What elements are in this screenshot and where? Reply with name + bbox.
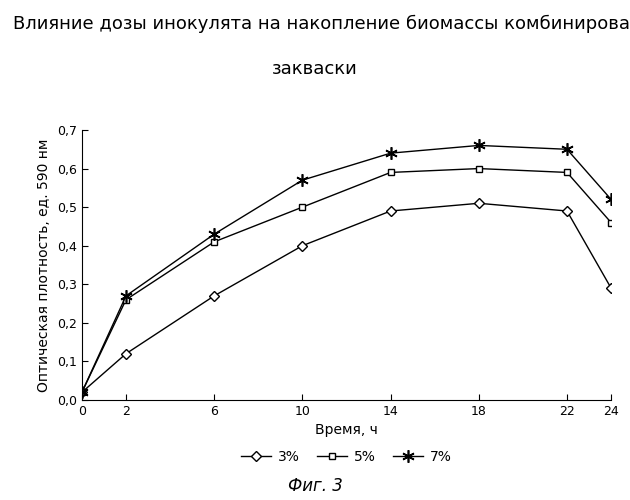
- Line: 5%: 5%: [78, 165, 615, 396]
- Line: 3%: 3%: [78, 200, 615, 396]
- 3%: [607, 285, 615, 291]
- 5%: [475, 166, 483, 172]
- 3%: [563, 208, 571, 214]
- 5%: [607, 220, 615, 226]
- 3%: [210, 293, 218, 299]
- 7%: [387, 150, 394, 156]
- 5%: [387, 170, 394, 175]
- 7%: [78, 390, 86, 396]
- Line: 7%: 7%: [76, 139, 617, 398]
- 3%: [122, 350, 130, 356]
- X-axis label: Время, ч: Время, ч: [315, 424, 378, 438]
- 7%: [563, 146, 571, 152]
- 5%: [122, 296, 130, 302]
- Legend: 3%, 5%, 7%: 3%, 5%, 7%: [235, 444, 458, 470]
- Text: Влияние дозы инокулята на накопление биомассы комбинированной: Влияние дозы инокулята на накопление био…: [13, 15, 630, 33]
- Text: Фиг. 3: Фиг. 3: [287, 477, 343, 495]
- 5%: [299, 204, 306, 210]
- 5%: [563, 170, 571, 175]
- 3%: [78, 390, 86, 396]
- 5%: [78, 390, 86, 396]
- 7%: [299, 177, 306, 183]
- 5%: [210, 239, 218, 245]
- 7%: [210, 231, 218, 237]
- 7%: [475, 142, 483, 148]
- Y-axis label: Оптическая плотность, ед. 590 нм: Оптическая плотность, ед. 590 нм: [37, 138, 52, 392]
- 7%: [122, 293, 130, 299]
- Text: закваски: закваски: [272, 60, 358, 78]
- 7%: [607, 196, 615, 202]
- 3%: [387, 208, 394, 214]
- 3%: [299, 242, 306, 248]
- 3%: [475, 200, 483, 206]
